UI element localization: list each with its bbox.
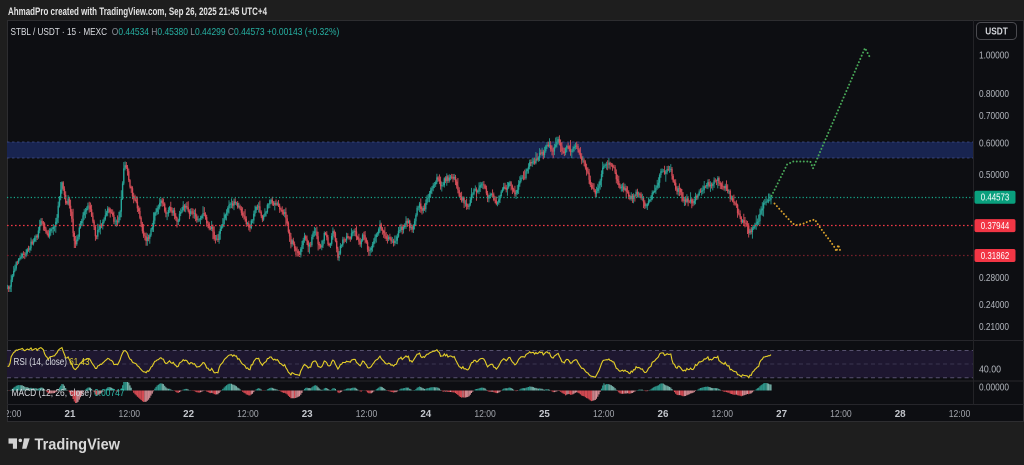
- svg-text:12:00: 12:00: [593, 409, 615, 420]
- svg-text:12:00: 12:00: [830, 409, 852, 420]
- svg-text:AhmadPro created with TradingV: AhmadPro created with TradingView.com, S…: [8, 6, 268, 18]
- svg-text:24: 24: [420, 409, 431, 420]
- svg-text:0.00000: 0.00000: [979, 383, 1009, 394]
- svg-text:12:00: 12:00: [474, 409, 496, 420]
- svg-text:RSI (14, close) 61.43: RSI (14, close) 61.43: [14, 357, 90, 368]
- svg-text:12:00: 12:00: [119, 409, 141, 420]
- svg-text:0.31862: 0.31862: [981, 251, 1010, 262]
- svg-text:0.70000: 0.70000: [979, 111, 1009, 122]
- svg-text:12:00: 12:00: [712, 409, 734, 420]
- svg-text:0.37944: 0.37944: [981, 221, 1010, 232]
- svg-text:12:00: 12:00: [0, 409, 22, 420]
- svg-text:0.50000: 0.50000: [979, 170, 1009, 181]
- svg-text:40.00: 40.00: [979, 365, 1001, 376]
- svg-text:MACD (12, 26, close) 0.00747: MACD (12, 26, close) 0.00747: [12, 388, 125, 399]
- svg-text:0.60000: 0.60000: [979, 138, 1009, 149]
- svg-text:TradingView: TradingView: [35, 437, 121, 454]
- svg-text:0.28000: 0.28000: [979, 273, 1009, 284]
- svg-text:USDT: USDT: [985, 27, 1008, 38]
- svg-text:0.24000: 0.24000: [979, 300, 1009, 311]
- svg-text:12:00: 12:00: [237, 409, 259, 420]
- svg-text:1.00000: 1.00000: [979, 50, 1009, 61]
- svg-text:26: 26: [658, 409, 669, 420]
- svg-text:0.21000: 0.21000: [979, 322, 1009, 333]
- svg-text:21: 21: [65, 409, 76, 420]
- svg-text:22: 22: [183, 409, 194, 420]
- svg-text:0.80000: 0.80000: [979, 89, 1009, 100]
- svg-text:STBL / USDT · 15 · MEXC: STBL / USDT · 15 · MEXC: [11, 27, 108, 38]
- svg-text:0.44573: 0.44573: [981, 193, 1010, 204]
- svg-text:28: 28: [895, 409, 906, 420]
- svg-text:12:00: 12:00: [949, 409, 971, 420]
- svg-text:O0.44534 H0.45380 L0.44299 C0.: O0.44534 H0.45380 L0.44299 C0.44573 +0.0…: [112, 27, 339, 38]
- svg-text:12:00: 12:00: [356, 409, 378, 420]
- svg-text:23: 23: [302, 409, 313, 420]
- svg-text:25: 25: [539, 409, 550, 420]
- svg-text:27: 27: [776, 409, 787, 420]
